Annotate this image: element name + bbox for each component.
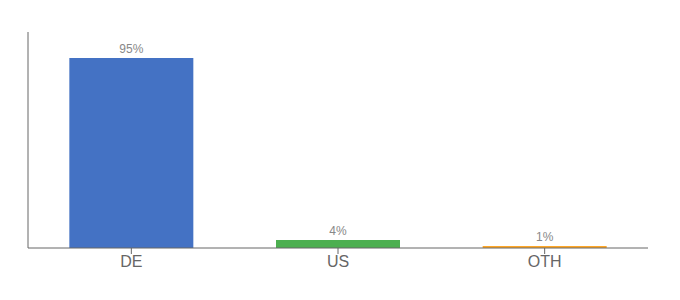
- svg-text:US: US: [327, 253, 349, 270]
- svg-text:DE: DE: [120, 253, 142, 270]
- svg-text:4%: 4%: [329, 224, 347, 238]
- svg-text:95%: 95%: [119, 42, 143, 56]
- svg-text:1%: 1%: [536, 230, 554, 244]
- svg-text:OTH: OTH: [528, 253, 562, 270]
